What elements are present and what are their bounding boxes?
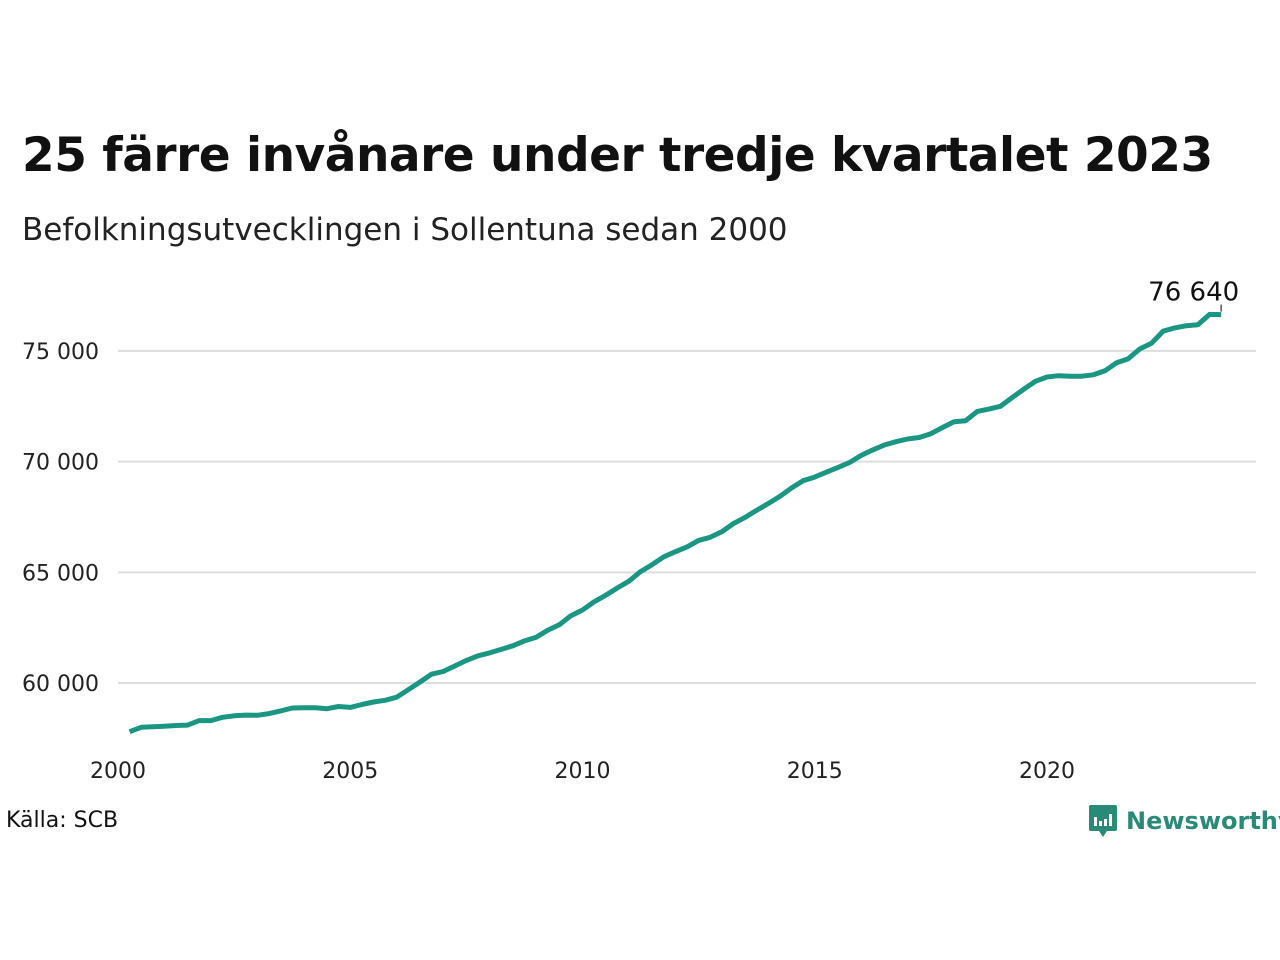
chart-subtitle: Befolkningsutvecklingen i Sollentuna sed… (22, 212, 788, 248)
series-line (128, 311, 1222, 735)
y-tick-label: 60 000 (22, 672, 99, 697)
y-tick-label: 65 000 (22, 561, 99, 586)
y-tick-label: 75 000 (22, 340, 99, 365)
x-tick-label: 2020 (1019, 759, 1075, 784)
y-tick-label: 70 000 (22, 451, 99, 476)
end-value-label: 76 640 (1148, 278, 1239, 308)
brand-name: Newsworthy (1126, 807, 1280, 835)
x-tick-label: 2015 (787, 759, 843, 784)
source-note: Källa: SCB (6, 808, 119, 833)
x-tick-label: 2000 (90, 759, 146, 784)
brand-logo[interactable]: Newsworthy (1088, 803, 1280, 839)
x-tick-label: 2010 (554, 759, 610, 784)
chart-title: 25 färre invånare under tredje kvartalet… (22, 128, 1213, 183)
newsworthy-logo-icon (1089, 805, 1117, 837)
x-tick-label: 2005 (322, 759, 378, 784)
